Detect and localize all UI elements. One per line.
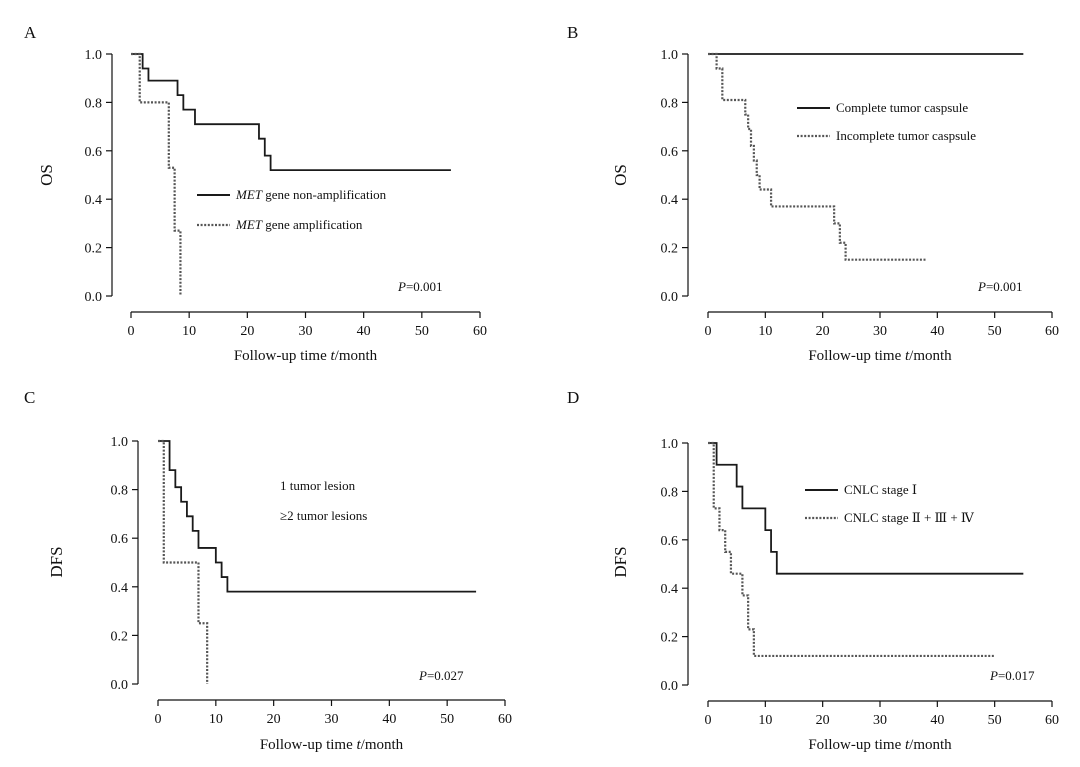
legend-label: MET gene amplification (235, 217, 363, 232)
x-axis-label: Follow-up time t/month (808, 348, 952, 364)
panel-a: A 0.0 0.2 0.4 0.6 0.8 1.0 0 10 20 30 40 50 60 Follow-u… (24, 23, 487, 364)
x-tick-label: 30 (873, 713, 887, 728)
y-tick-label: 0.4 (85, 193, 103, 208)
y-tick-label: 0.6 (661, 145, 679, 160)
p-value: P=0.017 (989, 668, 1035, 683)
legend-label: Incomplete tumor caspsule (836, 128, 976, 143)
y-tick-label: 0.2 (661, 242, 679, 257)
y-axis-label: DFS (611, 546, 630, 577)
y-tick-label: 1.0 (111, 435, 129, 450)
km-curve-solid (708, 442, 1024, 575)
panel-b: B 0.0 0.2 0.4 0.6 0.8 1.0 0 10 20 30 40 50 60 Follow-u… (567, 23, 1059, 364)
y-tick-label: 0.8 (661, 96, 679, 111)
x-tick-label: 10 (758, 324, 772, 339)
x-axis-label: Follow-up time t/month (234, 348, 378, 364)
panel-d: D 0.0 0.2 0.4 0.6 0.8 1.0 0 10 20 30 40 50 60 Follow-u… (567, 388, 1059, 753)
x-tick-label: 20 (267, 712, 281, 727)
km-curve-dotted (158, 439, 209, 684)
x-tick-label: 30 (325, 712, 339, 727)
panel-letter: C (24, 388, 35, 407)
y-tick-label: 0.8 (85, 96, 103, 111)
x-tick-label: 60 (1045, 713, 1059, 728)
x-tick-label: 50 (415, 324, 429, 339)
legend-label: CNLC stage Ⅱ + Ⅲ + Ⅳ (844, 510, 975, 525)
y-tick-label: 0.2 (85, 242, 103, 257)
x-tick-label: 20 (816, 713, 830, 728)
y-axis-label: OS (37, 164, 56, 186)
y-tick-label: 0.6 (85, 145, 103, 160)
x-tick-label: 50 (988, 713, 1002, 728)
x-tick-label: 0 (128, 324, 135, 339)
x-tick-label: 40 (930, 324, 944, 339)
y-tick-label: 1.0 (661, 48, 679, 63)
y-tick-label: 0.6 (111, 532, 129, 547)
y-tick-label: 0.8 (111, 484, 129, 499)
x-tick-label: 40 (382, 712, 396, 727)
y-tick-label: 0.0 (661, 290, 679, 305)
x-tick-label: 0 (705, 324, 712, 339)
x-tick-label: 30 (299, 324, 313, 339)
km-curve-dotted (708, 441, 995, 658)
x-axis-label: Follow-up time t/month (260, 737, 404, 753)
x-tick-label: 10 (182, 324, 196, 339)
y-tick-label: 0.6 (661, 534, 679, 549)
x-tick-label: 40 (930, 713, 944, 728)
legend-label: MET gene non-amplification (235, 187, 387, 202)
km-curve-dotted (708, 52, 926, 261)
x-tick-label: 10 (758, 713, 772, 728)
p-value: P=0.001 (397, 279, 443, 294)
y-axis-label: OS (611, 164, 630, 186)
y-tick-label: 0.8 (661, 485, 679, 500)
y-axis-label: DFS (47, 546, 66, 577)
y-tick-label: 0.0 (111, 678, 129, 693)
x-tick-label: 50 (440, 712, 454, 727)
y-tick-label: 0.4 (111, 581, 129, 596)
y-tick-label: 0.2 (111, 629, 129, 644)
x-tick-label: 0 (155, 712, 162, 727)
panel-letter: A (24, 23, 37, 42)
x-tick-label: 30 (873, 324, 887, 339)
y-tick-label: 0.0 (85, 290, 103, 305)
x-axis-label: Follow-up time t/month (808, 737, 952, 753)
panel-letter: B (567, 23, 578, 42)
x-tick-label: 50 (988, 324, 1002, 339)
km-curve-dotted (131, 52, 182, 296)
legend-label: CNLC stage Ⅰ (844, 482, 917, 497)
x-tick-label: 60 (1045, 324, 1059, 339)
p-value: P=0.001 (977, 279, 1023, 294)
x-tick-label: 60 (498, 712, 512, 727)
panel-letter: D (567, 388, 579, 407)
legend-label: Complete tumor caspsule (836, 100, 968, 115)
y-tick-label: 1.0 (661, 437, 679, 452)
y-tick-label: 1.0 (85, 48, 103, 63)
x-tick-label: 0 (705, 713, 712, 728)
km-curve-solid (158, 440, 477, 593)
panel-c: C 0.0 0.2 0.4 0.6 0.8 1.0 0 10 20 30 40 50 60 Follow-u… (24, 388, 512, 753)
p-value: P=0.027 (418, 668, 464, 683)
legend-label: ≥2 tumor lesions (280, 508, 367, 523)
legend-label: 1 tumor lesion (280, 478, 356, 493)
y-tick-label: 0.2 (661, 631, 679, 646)
x-tick-label: 60 (473, 324, 487, 339)
y-tick-label: 0.0 (661, 679, 679, 694)
km-curve-solid (131, 53, 451, 172)
y-tick-label: 0.4 (661, 582, 679, 597)
y-tick-label: 0.4 (661, 193, 679, 208)
x-tick-label: 10 (209, 712, 223, 727)
x-tick-label: 20 (816, 324, 830, 339)
x-tick-label: 20 (240, 324, 254, 339)
x-tick-label: 40 (357, 324, 371, 339)
